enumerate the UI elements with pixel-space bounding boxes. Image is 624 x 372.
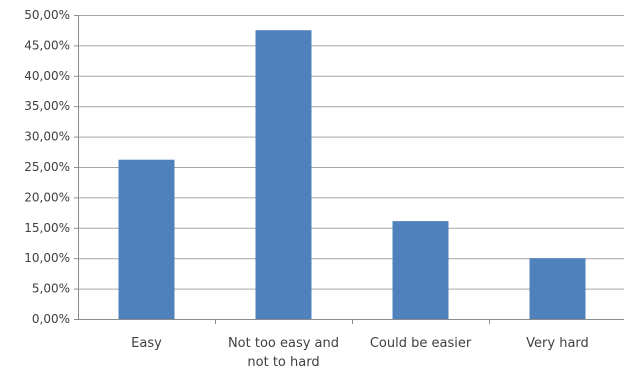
x-category-label-line: Not too easy and (228, 336, 339, 351)
x-category-label-line: Very hard (526, 336, 589, 351)
x-category-label: Could be easier (370, 336, 472, 351)
y-tick-label: 15,00% (24, 221, 70, 235)
x-axis-category-labels: Easy Not too easy and not to hard Could be … (131, 336, 589, 370)
y-tick-label: 25,00% (24, 160, 70, 174)
bar (118, 159, 175, 319)
bar (255, 30, 312, 319)
y-tick-label: 5,00% (32, 282, 70, 296)
x-category-label: Not too easy and not to hard (228, 336, 339, 370)
y-tick-label: 30,00% (24, 130, 70, 144)
y-tick-label: 50,00% (24, 8, 70, 22)
bar (392, 221, 449, 319)
y-tick-label: 40,00% (24, 69, 70, 83)
x-category-label: Easy (131, 336, 162, 351)
x-category-label-line: Easy (131, 336, 162, 351)
axes (74, 15, 624, 324)
y-tick-label: 35,00% (24, 99, 70, 113)
y-tick-label: 45,00% (24, 38, 70, 52)
y-tick-label: 20,00% (24, 190, 70, 204)
x-category-label-line: Could be easier (370, 336, 472, 351)
bars (118, 30, 586, 319)
y-axis-tick-labels: 0,00% 5,00% 10,00% 15,00% 20,00% 25,00% 30,00%… (24, 8, 70, 326)
x-category-label: Very hard (526, 336, 589, 351)
x-category-label-line: not to hard (247, 355, 319, 370)
y-tick-label: 10,00% (24, 251, 70, 265)
y-tick-label: 0,00% (32, 312, 70, 326)
bar (529, 258, 586, 319)
